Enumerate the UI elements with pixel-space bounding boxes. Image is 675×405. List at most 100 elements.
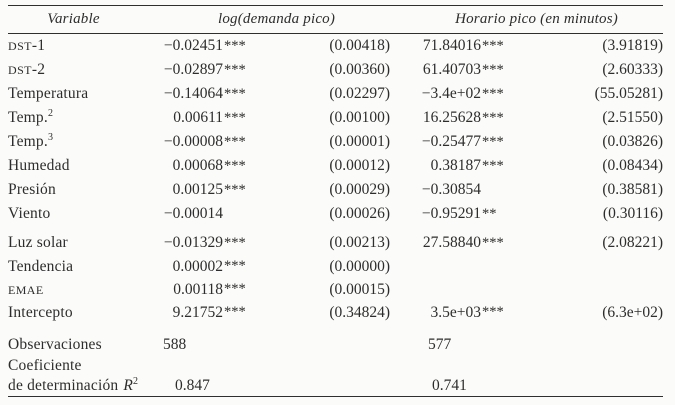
column-header-model2: Horario pico (en minutos) — [390, 5, 664, 34]
spacer-row — [8, 324, 663, 334]
coef-model1: −0.02897 — [163, 61, 223, 78]
table-row-temp3: Temp.3 −0.00008 *** (0.00001) −0.25477 *… — [8, 130, 663, 154]
significance-stars-model2: *** — [482, 85, 504, 102]
stats-row-observations: Observaciones 588 577 — [8, 334, 663, 356]
variable-label: DST-2 — [8, 61, 46, 78]
significance-stars-model1: *** — [224, 61, 246, 78]
stderr-model1: (0.00360) — [329, 61, 391, 78]
column-header-variable: Variable — [8, 5, 163, 34]
variable-smallcaps: EMAE — [8, 282, 44, 297]
stderr-model2: (2.08221) — [602, 234, 664, 251]
stderr-model2: (3.91819) — [602, 37, 664, 54]
table-row-presion: Presión 0.00125 *** (0.00029) −0.30854 (… — [8, 178, 663, 202]
coef-model2: 0.38187 — [430, 157, 482, 174]
stderr-model2: (0.08434) — [602, 157, 664, 174]
table-row-viento: Viento −0.00014 (0.00026) −0.95291 ** (0… — [8, 202, 663, 226]
variable-label: Temperatura — [8, 85, 89, 102]
table-row-tendencia: Tendencia 0.00002 *** (0.00000) — [8, 255, 663, 278]
significance-stars-model2: *** — [482, 157, 504, 174]
coef-model2: −0.25477 — [421, 133, 482, 150]
stderr-model2: (2.60333) — [602, 61, 664, 78]
coef-model1: −0.00014 — [163, 205, 223, 222]
significance-stars-model1: *** — [224, 157, 246, 174]
significance-stars-model1: *** — [224, 181, 246, 198]
stderr-model2 — [501, 278, 663, 301]
significance-stars-model1: *** — [224, 258, 246, 274]
variable-label: Presión — [8, 181, 56, 198]
significance-stars-model2 — [481, 278, 501, 301]
coef-model1: −0.01329 — [163, 234, 223, 251]
coef-model2: 27.58840 — [422, 234, 482, 251]
column-header-model1: log(demanda pico) — [163, 5, 391, 34]
stderr-model1: (0.00418) — [329, 37, 391, 54]
stat-label: de determinación R2 — [8, 375, 163, 397]
stderr-model2: (0.30116) — [602, 205, 664, 222]
coef-model1: −0.00008 — [163, 133, 223, 150]
coef-model2: 61.40703 — [422, 61, 482, 78]
variable-smallcaps: DST — [8, 63, 32, 77]
coef-model2: −0.30854 — [421, 181, 482, 198]
significance-stars-model2: *** — [482, 61, 504, 78]
coef-model1: 0.00611 — [173, 109, 223, 126]
variable-label: Temp.3 — [8, 131, 54, 150]
coef-model1: 0.00068 — [172, 157, 223, 174]
significance-stars-model1 — [223, 202, 243, 226]
variable-label: EMAE — [8, 278, 163, 301]
exponent: 2 — [47, 107, 54, 119]
coef-model2: −3.4e+02 — [421, 85, 482, 102]
regression-table: Variable log(demanda pico) Horario pico … — [8, 5, 664, 397]
variable-label: Luz solar — [8, 234, 68, 251]
variable-smallcaps: DST — [8, 39, 32, 53]
significance-stars-model2: ** — [482, 205, 497, 222]
significance-stars-model1: *** — [224, 37, 246, 54]
r2-model1: 0.847 — [163, 375, 391, 397]
stderr-model2: (6.3e+02) — [602, 303, 664, 321]
stat-label: Observaciones — [8, 336, 102, 353]
stats-row-r2-label-line1: Coeficiente — [8, 356, 663, 375]
stderr-model1: (0.00012) — [329, 157, 391, 174]
coef-model2: 16.25628 — [422, 109, 482, 126]
coef-model2: 3.5e+03 — [430, 303, 482, 321]
coef-model2: −0.95291 — [421, 205, 482, 222]
r2-model2: 0.741 — [390, 375, 664, 397]
significance-stars-model1: *** — [224, 234, 246, 251]
r-squared-exponent: 2 — [133, 375, 139, 387]
stderr-model2: (55.05281) — [594, 85, 664, 102]
significance-stars-model2: *** — [482, 37, 504, 54]
stderr-model1: (0.34824) — [329, 303, 391, 321]
coef-model2: 71.84016 — [422, 37, 482, 54]
stderr-model2: (2.51550) — [602, 109, 664, 126]
coef-model1: −0.02451 — [163, 37, 223, 54]
stderr-model1: (0.00100) — [329, 109, 391, 126]
table-row-temperatura: Temperatura −0.14064 *** (0.02297) −3.4e… — [8, 82, 663, 106]
variable-label: Temp.2 — [8, 107, 54, 126]
coef-model1: −0.14064 — [163, 85, 223, 102]
significance-stars-model2 — [481, 178, 501, 202]
significance-stars-model2: *** — [482, 133, 504, 150]
significance-stars-model2: *** — [482, 304, 504, 320]
coef-model1: 0.00125 — [172, 181, 223, 198]
observations-model2: 577 — [428, 336, 452, 353]
variable-label: Intercepto — [8, 303, 73, 321]
stderr-model2: (0.38581) — [602, 181, 664, 198]
stat-label: Coeficiente — [8, 356, 82, 374]
significance-stars-model2: *** — [482, 109, 504, 126]
stderr-model1: (0.00026) — [329, 205, 391, 222]
significance-stars-model1: *** — [224, 304, 246, 320]
table-row-luz-solar: Luz solar −0.01329 *** (0.00213) 27.5884… — [8, 226, 663, 255]
stderr-model1: (0.00213) — [329, 234, 391, 251]
variable-label: DST-1 — [8, 37, 46, 54]
table-row-dst2: DST-2 −0.02897 *** (0.00360) 61.40703 **… — [8, 58, 663, 82]
variable-label: Humedad — [8, 157, 70, 174]
significance-stars-model2 — [481, 255, 501, 278]
significance-stars-model2: *** — [482, 234, 504, 251]
table-row-dst1: DST-1 −0.02451 *** (0.00418) 71.84016 **… — [8, 34, 663, 59]
variable-label: Tendencia — [8, 257, 74, 275]
stderr-model1: (0.00001) — [329, 133, 391, 150]
table-row-emae: EMAE 0.00118 *** (0.00015) — [8, 278, 663, 301]
coef-model2 — [390, 255, 481, 278]
stderr-model1: (0.00015) — [329, 280, 391, 298]
stats-row-r2: de determinación R2 0.847 0.741 — [8, 375, 664, 397]
exponent: 3 — [47, 131, 54, 143]
